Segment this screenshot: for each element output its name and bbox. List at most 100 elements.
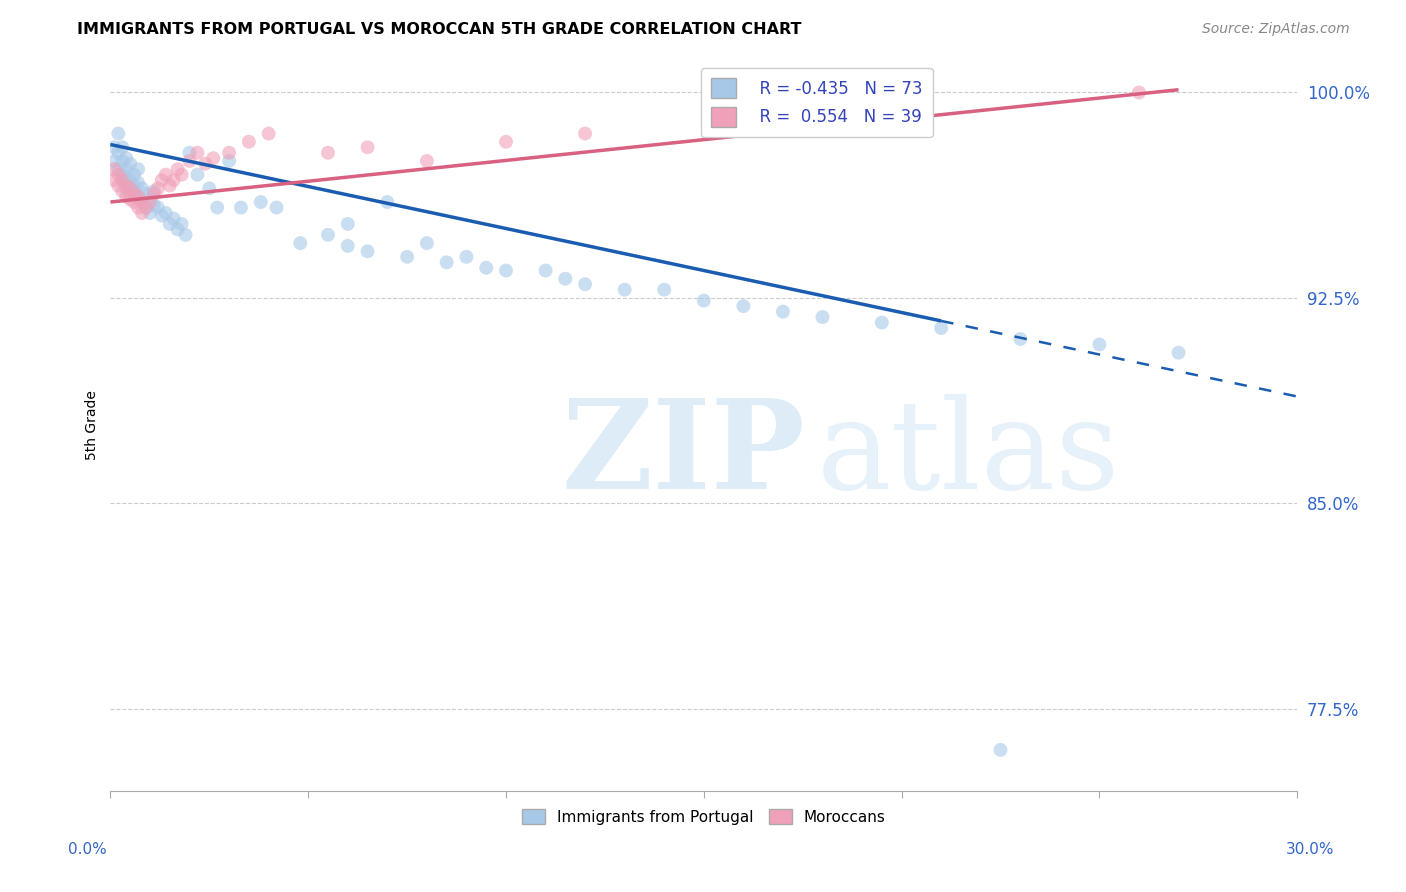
- Point: [135, 186, 157, 201]
- Point: [107, 162, 129, 177]
- Point: [266, 201, 288, 215]
- Point: [159, 178, 181, 193]
- Point: [142, 186, 165, 201]
- Point: [120, 186, 142, 201]
- Point: [238, 135, 260, 149]
- Point: [159, 217, 181, 231]
- Point: [205, 201, 228, 215]
- Point: [693, 293, 716, 308]
- Point: [115, 151, 138, 165]
- Text: 0.0%: 0.0%: [67, 842, 107, 856]
- Point: [139, 194, 162, 209]
- Text: Source: ZipAtlas.com: Source: ZipAtlas.com: [1202, 22, 1350, 37]
- Point: [111, 140, 134, 154]
- Point: [356, 140, 378, 154]
- Point: [111, 168, 134, 182]
- Point: [179, 145, 201, 160]
- Point: [139, 206, 162, 220]
- Point: [111, 184, 134, 198]
- Point: [103, 140, 125, 154]
- Point: [396, 250, 419, 264]
- Point: [127, 189, 149, 203]
- Point: [218, 145, 240, 160]
- Point: [170, 168, 193, 182]
- Point: [122, 194, 145, 209]
- Point: [103, 153, 125, 168]
- Text: ZIP: ZIP: [561, 394, 806, 515]
- Point: [249, 194, 271, 209]
- Point: [115, 181, 138, 195]
- Point: [127, 189, 149, 203]
- Point: [107, 168, 129, 182]
- Point: [811, 310, 834, 324]
- Point: [135, 201, 157, 215]
- Point: [416, 236, 439, 251]
- Point: [574, 127, 596, 141]
- Point: [416, 153, 439, 168]
- Point: [131, 194, 153, 209]
- Point: [198, 181, 221, 195]
- Legend: Immigrants from Portugal, Moroccans: Immigrants from Portugal, Moroccans: [516, 803, 891, 830]
- Point: [534, 263, 557, 277]
- Point: [150, 173, 173, 187]
- Point: [733, 299, 755, 313]
- Point: [375, 194, 398, 209]
- Point: [870, 316, 893, 330]
- Point: [174, 227, 197, 242]
- Point: [155, 206, 177, 220]
- Point: [336, 217, 359, 231]
- Point: [131, 206, 153, 220]
- Point: [1167, 345, 1189, 359]
- Point: [202, 151, 225, 165]
- Text: atlas: atlas: [817, 394, 1121, 515]
- Point: [146, 181, 169, 195]
- Point: [170, 217, 193, 231]
- Point: [1010, 332, 1032, 346]
- Point: [122, 178, 145, 193]
- Point: [495, 135, 517, 149]
- Point: [139, 192, 162, 206]
- Point: [1088, 337, 1111, 351]
- Point: [120, 157, 142, 171]
- Point: [146, 201, 169, 215]
- Point: [554, 271, 576, 285]
- Point: [103, 162, 125, 177]
- Point: [495, 263, 517, 277]
- Point: [142, 198, 165, 212]
- Point: [186, 168, 208, 182]
- Point: [150, 209, 173, 223]
- Point: [929, 321, 952, 335]
- Point: [257, 127, 280, 141]
- Point: [111, 173, 134, 187]
- Point: [1128, 86, 1150, 100]
- Point: [652, 283, 675, 297]
- Point: [115, 162, 138, 177]
- Point: [456, 250, 478, 264]
- Point: [127, 162, 149, 177]
- Point: [475, 260, 498, 275]
- Point: [131, 194, 153, 209]
- Point: [122, 184, 145, 198]
- Point: [111, 153, 134, 168]
- Point: [120, 173, 142, 187]
- Point: [155, 168, 177, 182]
- Point: [142, 184, 165, 198]
- Point: [316, 145, 339, 160]
- Point: [107, 127, 129, 141]
- Point: [163, 211, 186, 226]
- Y-axis label: 5th Grade: 5th Grade: [86, 391, 100, 460]
- Text: 30.0%: 30.0%: [1286, 842, 1334, 856]
- Point: [127, 176, 149, 190]
- Point: [574, 277, 596, 292]
- Point: [103, 173, 125, 187]
- Point: [127, 201, 149, 215]
- Point: [115, 189, 138, 203]
- Point: [316, 227, 339, 242]
- Point: [186, 145, 208, 160]
- Point: [115, 178, 138, 193]
- Point: [135, 201, 157, 215]
- Point: [194, 157, 217, 171]
- Point: [120, 192, 142, 206]
- Point: [336, 239, 359, 253]
- Point: [111, 173, 134, 187]
